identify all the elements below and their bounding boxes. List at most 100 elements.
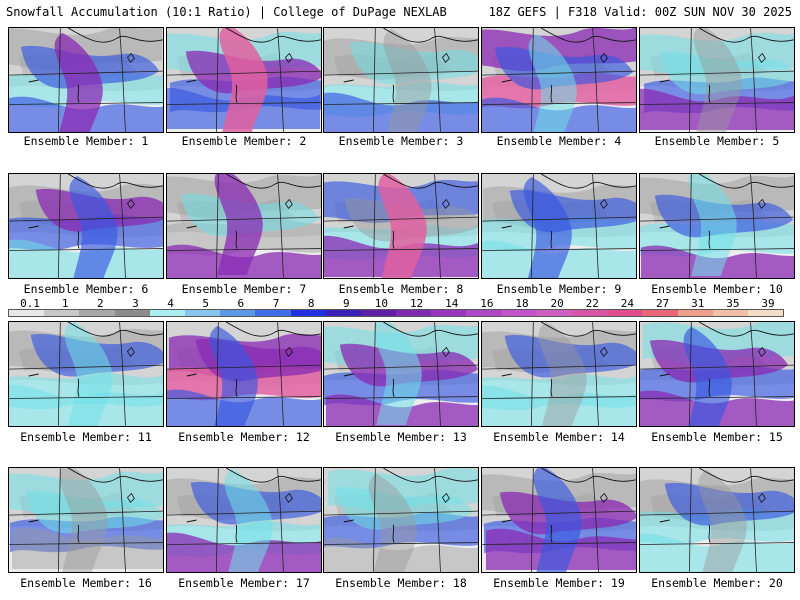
ensemble-member-label-14: Ensemble Member: 14	[479, 430, 639, 444]
member-number: 14	[610, 430, 625, 444]
ensemble-member-map-4	[481, 27, 637, 133]
colorscale-tick-label: 0.1	[20, 297, 40, 310]
member-number: 16	[137, 576, 152, 590]
member-label-prefix: Ensemble Member:	[496, 134, 615, 148]
colorscale-tick-label: 10	[374, 297, 389, 310]
ensemble-member-map-8	[323, 173, 479, 279]
ensemble-member-map-10	[639, 173, 795, 279]
ensemble-member-label-6: Ensemble Member: 6	[6, 282, 166, 296]
member-label-prefix: Ensemble Member:	[181, 134, 300, 148]
member-label-prefix: Ensemble Member:	[23, 282, 142, 296]
member-label-prefix: Ensemble Member:	[181, 282, 300, 296]
colorscale-tick-label: 3	[132, 297, 139, 310]
member-number: 15	[768, 430, 783, 444]
ensemble-member-label-13: Ensemble Member: 13	[321, 430, 481, 444]
ensemble-member-label-20: Ensemble Member: 20	[637, 576, 797, 590]
colorscale-tick-label: 31	[691, 297, 705, 310]
ensemble-member-label-16: Ensemble Member: 16	[6, 576, 166, 590]
ensemble-member-label-1: Ensemble Member: 1	[6, 134, 166, 148]
colorscale-swatch	[255, 310, 291, 316]
ensemble-member-map-15	[639, 321, 795, 427]
member-label-prefix: Ensemble Member:	[178, 576, 296, 590]
ensemble-member-map-20	[639, 467, 795, 573]
colorscale-tick-label: 2	[96, 297, 104, 310]
ensemble-member-label-10: Ensemble Member: 10	[637, 282, 797, 296]
colorscale-swatch	[9, 310, 45, 316]
ensemble-member-map-11	[8, 321, 164, 427]
colorscale-swatch	[466, 310, 502, 316]
ensemble-member-map-19	[481, 467, 637, 573]
member-number: 4	[614, 134, 622, 148]
member-number: 11	[137, 430, 152, 444]
colorscale-swatch	[220, 310, 256, 316]
colorscale-swatch	[747, 310, 784, 316]
ensemble-member-label-9: Ensemble Member: 9	[479, 282, 639, 296]
member-number: 12	[295, 430, 310, 444]
colorscale-tick-label: 18	[515, 297, 529, 310]
colorscale-swatch	[290, 310, 326, 316]
member-number: 19	[610, 576, 625, 590]
member-label-prefix: Ensemble Member:	[335, 430, 453, 444]
ensemble-member-map-7	[166, 173, 322, 279]
member-number: 5	[772, 134, 780, 148]
member-label-prefix: Ensemble Member:	[20, 576, 138, 590]
member-label-prefix: Ensemble Member:	[654, 134, 773, 148]
member-number: 9	[614, 282, 622, 296]
colorscale-swatch	[536, 310, 572, 316]
member-label-prefix: Ensemble Member:	[338, 134, 457, 148]
ensemble-member-label-7: Ensemble Member: 7	[164, 282, 324, 296]
ensemble-member-label-11: Ensemble Member: 11	[6, 430, 166, 444]
colorscale-swatch	[396, 310, 432, 316]
product-title: Snowfall Accumulation (10:1 Ratio) | Col…	[6, 5, 447, 19]
colorscale-swatch	[431, 310, 467, 316]
colorscale-tick-label: 4	[167, 297, 174, 310]
colorscale-tick-label: 16	[480, 297, 494, 310]
colorscale-swatch	[149, 310, 185, 316]
colorscale-tick-label: 8	[307, 297, 315, 310]
member-number: 20	[768, 576, 783, 590]
member-label-prefix: Ensemble Member:	[335, 576, 453, 590]
colorscale-swatch	[184, 310, 221, 316]
ensemble-member-map-1	[8, 27, 164, 133]
colorscale-tick-label: 39	[761, 297, 775, 310]
ensemble-member-map-3	[323, 27, 479, 133]
member-number: 1	[141, 134, 149, 148]
colorscale-tick-label: 6	[237, 297, 245, 310]
ensemble-member-label-15: Ensemble Member: 15	[637, 430, 797, 444]
ensemble-member-map-2	[166, 27, 322, 133]
member-label-prefix: Ensemble Member:	[651, 576, 769, 590]
colorscale-tick-label: 5	[202, 297, 210, 310]
colorscale-swatch	[677, 310, 713, 316]
colorscale-tick-label: 27	[655, 297, 670, 310]
colorscale-tick-label: 35	[726, 297, 740, 310]
member-label-prefix: Ensemble Member:	[651, 430, 769, 444]
ensemble-member-label-12: Ensemble Member: 12	[164, 430, 324, 444]
member-number: 10	[768, 282, 783, 296]
ensemble-member-label-19: Ensemble Member: 19	[479, 576, 639, 590]
ensemble-member-label-3: Ensemble Member: 3	[321, 134, 481, 148]
ensemble-member-map-5	[639, 27, 795, 133]
ensemble-member-map-12	[166, 321, 322, 427]
ensemble-member-map-18	[323, 467, 479, 573]
colorscale-tick-label: 20	[550, 297, 564, 310]
member-number: 6	[141, 282, 149, 296]
member-label-prefix: Ensemble Member:	[20, 430, 138, 444]
member-number: 13	[452, 430, 467, 444]
colorscale-swatch	[360, 310, 397, 316]
colorscale-tick-label: 1	[61, 297, 69, 310]
ensemble-member-label-2: Ensemble Member: 2	[164, 134, 324, 148]
ensemble-member-label-18: Ensemble Member: 18	[321, 576, 481, 590]
colorscale-swatch	[44, 310, 80, 316]
member-number: 3	[456, 134, 464, 148]
colorscale-tick-label: 9	[342, 297, 350, 310]
colorscale-swatch	[501, 310, 537, 316]
colorscale-tick-label: 7	[272, 297, 280, 310]
ensemble-member-map-6	[8, 173, 164, 279]
colorscale-tick-label: 12	[409, 297, 424, 310]
run-info: 18Z GEFS | F318 Valid: 00Z SUN NOV 30 20…	[488, 5, 792, 19]
member-number: 17	[295, 576, 310, 590]
ensemble-member-map-14	[481, 321, 637, 427]
colorscale-swatch	[114, 310, 150, 316]
member-label-prefix: Ensemble Member:	[338, 282, 457, 296]
colorscale-tick-label: 24	[620, 297, 635, 310]
